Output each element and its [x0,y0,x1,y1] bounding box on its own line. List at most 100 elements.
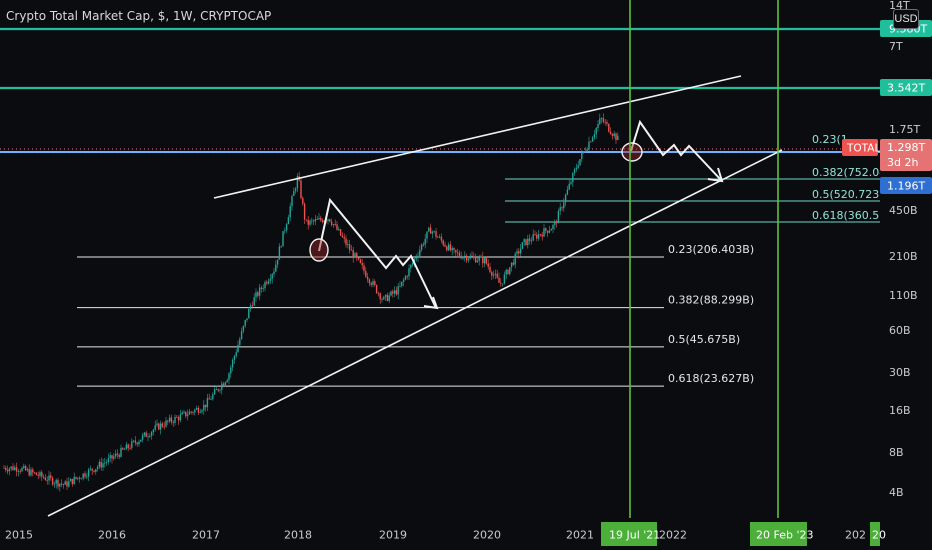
candle-body [568,183,570,190]
candle-body [59,483,61,487]
x-tick-label: 202 [845,529,866,542]
candle-body [584,151,587,153]
candle-body [165,420,167,427]
candle-body [285,224,288,231]
candle-body [161,423,164,427]
candle-body [545,228,547,231]
candle-body [536,234,538,239]
vertical-date-lines [629,0,779,518]
candle-body [266,282,268,284]
candle-body [559,207,561,212]
candle-body [586,149,588,152]
price-tag-blue: 1.196T [887,180,925,193]
candle-body [131,441,133,448]
date-tag-edge-bg [870,522,880,546]
candle-body [464,255,466,257]
candle-body [608,123,610,132]
candle-body [255,292,257,298]
candle-body [264,282,266,289]
candle-body [401,281,403,286]
candle-body [507,269,509,275]
candle-body [368,279,371,284]
candle-body [399,285,401,287]
candle-body [476,260,479,263]
candle-body [46,480,48,481]
candle-body [6,469,9,472]
fib-label-old: 0.5(45.675B) [668,333,740,346]
fib-label-old: 0.618(23.627B) [668,372,754,385]
candle-body [590,141,592,143]
candle-body [233,356,236,361]
current-price-tag: 1.298T [887,141,925,154]
candle-body [48,475,50,481]
projection-path-2018 [318,197,437,309]
candle-body [345,238,347,245]
candle-body [564,194,567,203]
candle-body [393,290,396,294]
candle-body [383,296,385,300]
candle-body [494,273,497,275]
candle-body [55,479,57,484]
candle-body [370,283,372,285]
candle-body [509,267,511,275]
candle-body [537,234,540,239]
candle-body [357,257,360,260]
candle-body [300,180,302,198]
candle-body [410,264,412,269]
lower-trendline[interactable] [47,149,783,517]
candle-body [120,447,122,457]
candle-body [314,219,317,222]
candle-body [455,249,457,253]
fib-label-new: 0.5(520.723B) [812,188,891,201]
candle-body [595,128,597,135]
candle-body [111,455,113,459]
candle-body [64,481,66,485]
candle-body [521,242,524,249]
candle-body [170,417,173,422]
candle-body [501,283,504,285]
candle-body [582,151,585,153]
currency-button[interactable]: USD [893,9,919,29]
candle-body [158,423,160,430]
candle-body [532,234,534,241]
candle-body [615,133,617,141]
candle-body [141,435,144,440]
candle-body [177,417,180,421]
projection-paths [309,119,724,310]
candle-body [491,271,493,276]
candle-body [600,118,603,119]
candle-body [597,123,599,129]
candle-body [244,320,246,326]
candle-body [503,274,506,284]
candle-body [334,224,336,226]
candle-body [24,465,27,471]
candle-body [104,462,106,464]
candle-body [604,121,606,123]
candle-body [365,271,367,277]
upper-trendline[interactable] [213,75,742,199]
candle-body [510,262,513,268]
candle-body [338,229,340,230]
candle-body [546,230,549,233]
candle-body [573,169,576,174]
candle-body [500,282,502,284]
candle-body [156,423,158,426]
candle-body [116,453,119,455]
candle-body [93,470,95,472]
candle-body [152,429,155,433]
candle-body [190,411,192,413]
candle-body [588,141,590,150]
candle-body [125,444,128,450]
x-tick-label: 2016 [98,529,126,542]
date-tag-feb-2023: 20 Feb '23 [756,529,814,542]
y-tick-label: 110B [889,289,918,302]
candle-body [528,238,531,241]
date-tag-edge: 20 [872,529,886,542]
candle-body [213,389,216,395]
candle-body [482,256,484,264]
candle-body [172,421,174,423]
candle-body [483,257,486,264]
time-axis[interactable]: 2015 2016 2017 2018 2019 2020 2021 2022 202 19 J… [0,518,932,550]
